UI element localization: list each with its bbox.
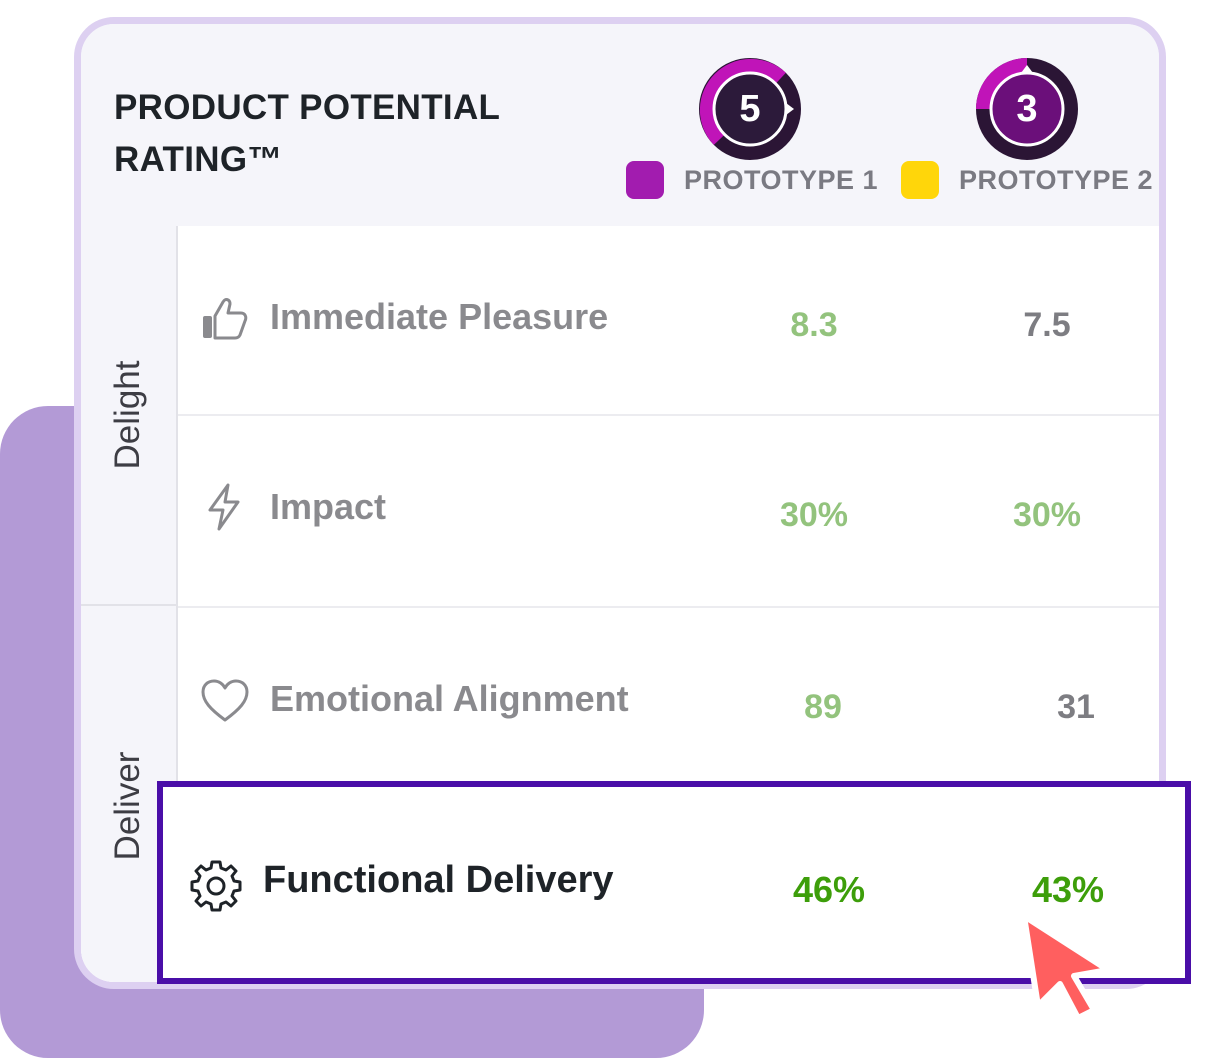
metric-value-prototype-1: 89	[804, 688, 842, 726]
thumbs-up-icon	[203, 298, 248, 340]
heart-icon	[201, 679, 249, 722]
metric-label: Impact	[270, 486, 387, 527]
legend-label-prototype-1: PROTOTYPE 1	[684, 164, 879, 195]
gear-icon	[190, 860, 242, 912]
metric-row-impact[interactable]: Impact 30% 30%	[178, 416, 1159, 604]
metric-label: Emotional Alignment	[270, 678, 629, 719]
prototype-2-score: 3	[1016, 87, 1038, 130]
group-label-deliver: Deliver	[108, 751, 147, 861]
lightning-icon	[208, 483, 240, 531]
metric-value-prototype-2: 31	[1057, 688, 1095, 726]
metric-row-immediate-pleasure[interactable]: Immediate Pleasure 8.3 7.5	[178, 226, 1159, 416]
metric-label: Functional Delivery	[263, 859, 614, 901]
prototype-1-score-gauge: 5	[698, 57, 802, 161]
legend-swatch-prototype-2	[901, 161, 939, 199]
metric-label: Immediate Pleasure	[270, 296, 609, 337]
card-header: PRODUCT POTENTIAL RATING™ 5 3 PROTOTYPE …	[81, 24, 1159, 228]
metric-row-functional-delivery[interactable]: Functional Delivery 46% 43%	[157, 781, 1191, 984]
group-label-delight: Delight	[108, 360, 147, 470]
metric-value-prototype-2: 30%	[1012, 496, 1082, 534]
metric-value-prototype-2: 43%	[1031, 869, 1105, 910]
legend-prototype-1: PROTOTYPE 1	[626, 160, 878, 200]
metric-value-prototype-1: 30%	[779, 496, 849, 534]
group-delight: Delight	[81, 226, 178, 606]
legend-swatch-prototype-1	[626, 161, 664, 199]
metric-row-emotional-alignment[interactable]: Emotional Alignment 89 31	[178, 606, 1159, 788]
metric-value-prototype-1: 46%	[792, 869, 866, 910]
mouse-cursor-icon	[1021, 913, 1111, 1021]
metric-value-prototype-1: 8.3	[790, 306, 838, 344]
card-title: PRODUCT POTENTIAL RATING™	[114, 88, 500, 179]
prototype-1-score: 5	[739, 87, 761, 130]
legend-prototype-2: PROTOTYPE 2	[901, 160, 1153, 200]
metric-value-prototype-2: 7.5	[1023, 306, 1071, 344]
legend-label-prototype-2: PROTOTYPE 2	[959, 164, 1154, 195]
prototype-2-score-gauge: 3	[975, 57, 1079, 161]
